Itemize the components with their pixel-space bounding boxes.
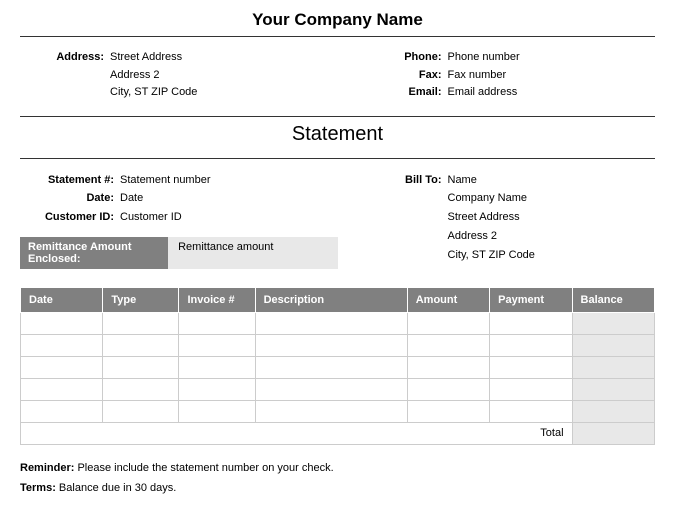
table-cell xyxy=(255,356,407,378)
table-cell xyxy=(103,378,179,400)
table-cell xyxy=(572,400,654,422)
customer-id-label: Customer ID: xyxy=(20,208,120,227)
address-label: Address: xyxy=(20,49,110,67)
table-row xyxy=(21,400,655,422)
table-cell xyxy=(103,356,179,378)
table-cell xyxy=(490,356,572,378)
table-row xyxy=(21,356,655,378)
email-label: Email: xyxy=(388,84,448,102)
bill-to-company: Company Name xyxy=(448,189,656,208)
terms-line: Terms: Balance due in 30 days. xyxy=(20,479,655,499)
col-date: Date xyxy=(21,287,103,312)
total-label: Total xyxy=(21,422,573,444)
table-cell xyxy=(179,312,255,334)
phone-value: Phone number xyxy=(448,49,656,67)
total-row: Total xyxy=(21,422,655,444)
table-cell xyxy=(21,356,103,378)
divider-title-bottom xyxy=(20,158,655,159)
fax-value: Fax number xyxy=(448,67,656,85)
document-title: Statement xyxy=(20,119,655,152)
date-value: Date xyxy=(120,189,338,208)
table-row xyxy=(21,312,655,334)
bill-to-label: Bill To: xyxy=(388,171,448,190)
statement-info: Statement #: Statement number Date: Date… xyxy=(20,171,338,283)
table-cell xyxy=(255,378,407,400)
table-header-row: Date Type Invoice # Description Amount P… xyxy=(21,287,655,312)
address-line3: City, ST ZIP Code xyxy=(110,84,338,102)
table-cell xyxy=(103,334,179,356)
table-cell xyxy=(179,378,255,400)
table-cell xyxy=(572,334,654,356)
table-cell xyxy=(21,400,103,422)
table-cell xyxy=(407,356,489,378)
reminder-text: Please include the statement number on y… xyxy=(74,462,333,474)
table-cell xyxy=(179,356,255,378)
bill-to-addr1: Street Address xyxy=(448,208,656,227)
phone-label: Phone: xyxy=(388,49,448,67)
table-cell xyxy=(255,334,407,356)
reminder-line: Reminder: Please include the statement n… xyxy=(20,459,655,479)
terms-text: Balance due in 30 days. xyxy=(56,482,176,494)
col-payment: Payment xyxy=(490,287,572,312)
date-label: Date: xyxy=(20,189,120,208)
col-description: Description xyxy=(255,287,407,312)
divider-title-top xyxy=(20,116,655,117)
divider-top xyxy=(20,36,655,37)
remittance-value: Remittance amount xyxy=(168,237,337,269)
table-cell xyxy=(572,378,654,400)
table-row xyxy=(21,334,655,356)
table-cell xyxy=(490,334,572,356)
table-cell xyxy=(21,312,103,334)
col-invoice: Invoice # xyxy=(179,287,255,312)
statement-number-value: Statement number xyxy=(120,171,338,190)
statement-table: Date Type Invoice # Description Amount P… xyxy=(20,287,655,445)
footer-block: Reminder: Please include the statement n… xyxy=(20,459,655,499)
col-amount: Amount xyxy=(407,287,489,312)
customer-id-value: Customer ID xyxy=(120,208,338,227)
table-cell xyxy=(103,312,179,334)
company-address-block: Address: Street Address Address 2 City, … xyxy=(20,49,338,102)
table-cell xyxy=(407,334,489,356)
table-cell xyxy=(407,312,489,334)
table-cell xyxy=(490,378,572,400)
table-cell xyxy=(21,334,103,356)
company-info-block: Address: Street Address Address 2 City, … xyxy=(20,45,655,110)
table-cell xyxy=(179,400,255,422)
table-cell xyxy=(255,312,407,334)
statement-meta-block: Statement #: Statement number Date: Date… xyxy=(20,161,655,283)
table-cell xyxy=(407,378,489,400)
statement-number-label: Statement #: xyxy=(20,171,120,190)
col-balance: Balance xyxy=(572,287,654,312)
bill-to-addr3: City, ST ZIP Code xyxy=(448,246,656,265)
table-cell xyxy=(21,378,103,400)
terms-label: Terms: xyxy=(20,482,56,494)
fax-label: Fax: xyxy=(388,67,448,85)
total-value xyxy=(572,422,654,444)
table-cell xyxy=(255,400,407,422)
address-line2: Address 2 xyxy=(110,67,338,85)
table-cell xyxy=(179,334,255,356)
table-cell xyxy=(490,312,572,334)
bill-to-block: Bill To: Name Company Name Street Addres… xyxy=(338,171,656,283)
remittance-label: Remittance Amount Enclosed: xyxy=(20,237,168,269)
table-cell xyxy=(572,356,654,378)
address-line1: Street Address xyxy=(110,49,338,67)
bill-to-addr2: Address 2 xyxy=(448,227,656,246)
company-contact-block: Phone: Phone number Fax: Fax number Emai… xyxy=(338,49,656,102)
email-value: Email address xyxy=(448,84,656,102)
remittance-row: Remittance Amount Enclosed: Remittance a… xyxy=(20,237,338,269)
table-row xyxy=(21,378,655,400)
col-type: Type xyxy=(103,287,179,312)
bill-to-name: Name xyxy=(448,171,656,190)
company-name: Your Company Name xyxy=(20,10,655,36)
table-cell xyxy=(490,400,572,422)
table-cell xyxy=(572,312,654,334)
reminder-label: Reminder: xyxy=(20,462,74,474)
table-cell xyxy=(103,400,179,422)
table-cell xyxy=(407,400,489,422)
